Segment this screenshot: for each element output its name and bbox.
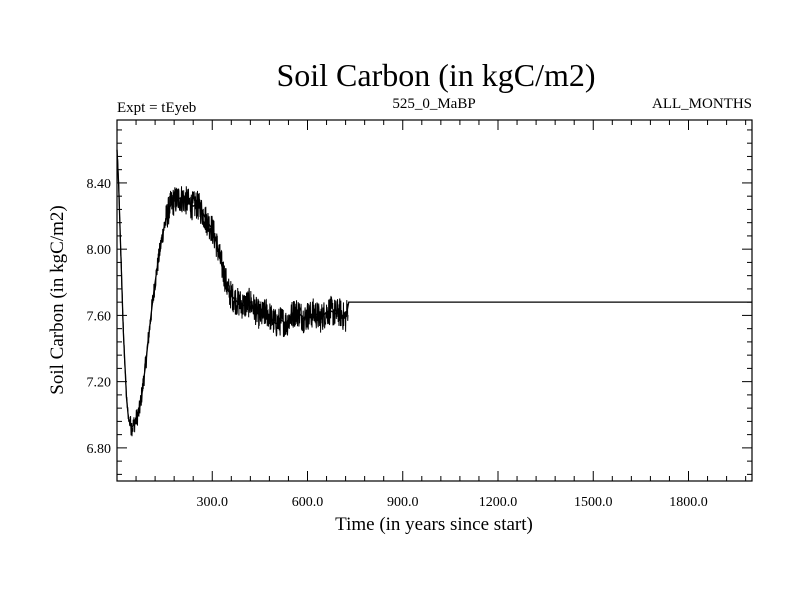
x-tick-label: 1500.0: [574, 495, 613, 510]
subtitle-left: Expt = tEyeb: [117, 100, 196, 116]
x-tick-label: 1200.0: [479, 495, 518, 510]
x-tick-label: 300.0: [197, 495, 229, 510]
x-tick-label: 900.0: [387, 495, 419, 510]
axis-tick-labels: 300.0 600.0 900.0 1200.0 1500.0 1800.0 6.80 7.2…: [87, 177, 708, 510]
y-axis-label: Soil Carbon (in kgC/m2): [47, 205, 68, 394]
series-line: [116, 149, 752, 427]
y-tick-label: 7.20: [87, 376, 112, 391]
y-tick-label: 7.60: [87, 309, 112, 324]
series-line-variability: [116, 148, 349, 437]
subtitle-right: ALL_MONTHS: [652, 96, 752, 112]
subtitle-center: 525_0_MaBP: [392, 96, 475, 112]
y-tick-label: 8.40: [87, 177, 112, 192]
chart-title: Soil Carbon (in kgC/m2): [276, 57, 595, 93]
plot-frame: [116, 119, 753, 482]
y-tick-label: 8.00: [87, 243, 112, 258]
x-tick-label: 600.0: [292, 495, 324, 510]
x-tick-label: 1800.0: [669, 495, 708, 510]
x-axis-label: Time (in years since start): [335, 514, 533, 535]
axis-ticks: [117, 120, 752, 481]
y-tick-label: 6.80: [87, 442, 112, 457]
